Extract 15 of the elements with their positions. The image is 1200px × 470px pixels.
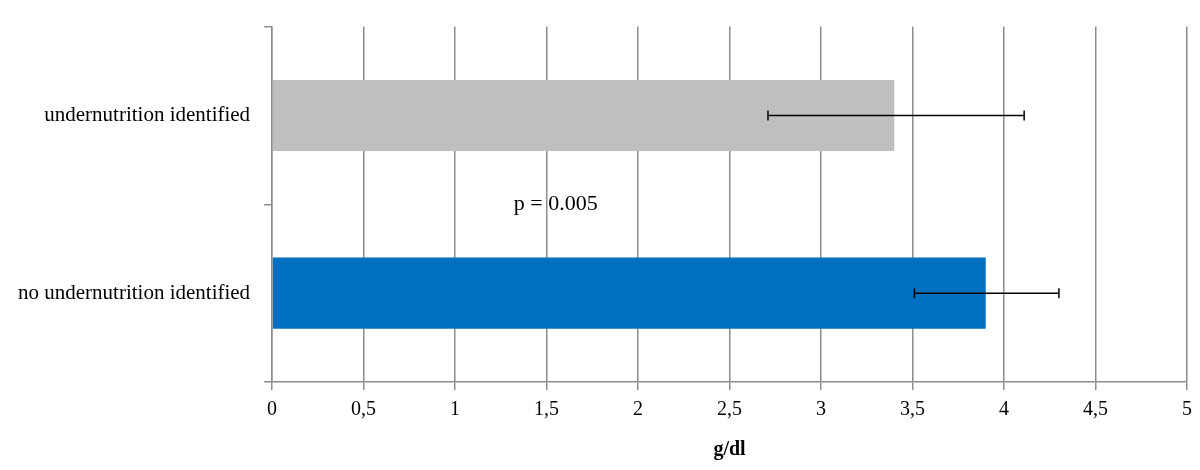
x-tick-label: 3 bbox=[816, 397, 827, 420]
x-tick-label: 3,5 bbox=[900, 397, 926, 420]
y-tick-label: undernutrition identified bbox=[44, 101, 251, 126]
x-tick-label: 0 bbox=[267, 397, 278, 420]
x-tick-label: 1 bbox=[450, 397, 461, 420]
x-tick-label: 1,5 bbox=[534, 397, 560, 420]
y-tick-label: no undernutrition identified bbox=[17, 279, 251, 304]
x-tick-label: 0,5 bbox=[351, 397, 377, 420]
x-tick-label: 2 bbox=[633, 397, 644, 420]
x-axis-title: g/dl bbox=[713, 437, 747, 461]
x-tick-label: 4,5 bbox=[1083, 397, 1109, 420]
x-tick-label: 5 bbox=[1182, 397, 1192, 420]
x-tick-label: 2,5 bbox=[717, 397, 743, 420]
annotation: p = 0.005 bbox=[513, 190, 598, 216]
x-tick-label: 4 bbox=[999, 397, 1010, 420]
